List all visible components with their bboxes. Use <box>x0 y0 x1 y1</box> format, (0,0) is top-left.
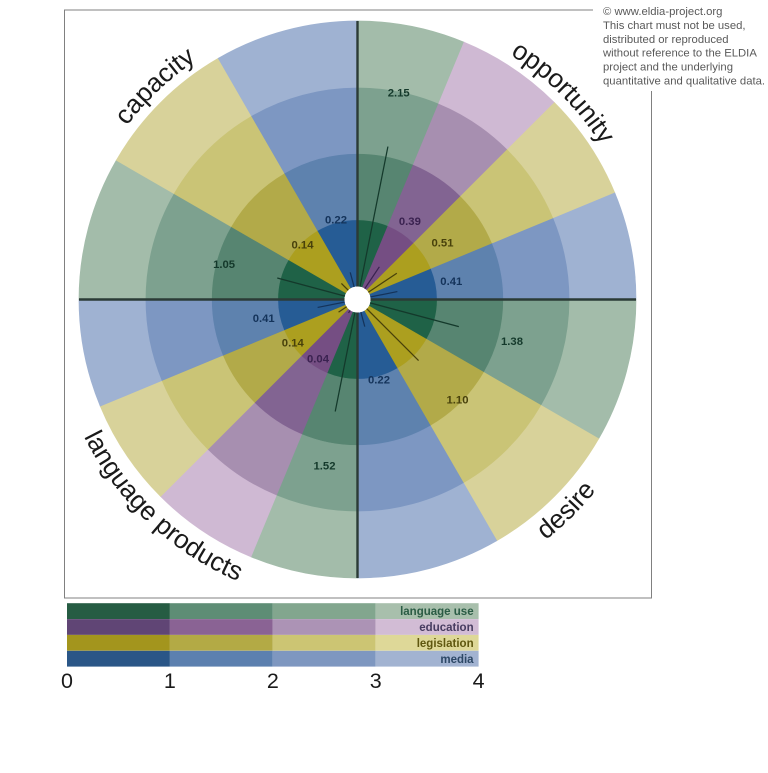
svg-text:0.51: 0.51 <box>432 238 454 250</box>
svg-text:1.52: 1.52 <box>314 460 336 472</box>
svg-text:2.15: 2.15 <box>388 88 410 100</box>
svg-text:education: education <box>419 622 473 634</box>
svg-text:0.39: 0.39 <box>399 216 421 228</box>
svg-text:media: media <box>440 654 474 666</box>
svg-text:0.22: 0.22 <box>368 375 390 387</box>
svg-text:legislation: legislation <box>417 638 474 650</box>
svg-text:2: 2 <box>267 669 279 693</box>
svg-text:4: 4 <box>473 669 485 693</box>
svg-text:© www.eldia-project.org: © www.eldia-project.org <box>603 6 722 18</box>
svg-text:0.04: 0.04 <box>307 354 330 366</box>
svg-text:0.14: 0.14 <box>282 338 305 350</box>
svg-text:This chart must not be used,: This chart must not be used, <box>603 20 746 32</box>
svg-text:1: 1 <box>164 669 176 693</box>
svg-text:0: 0 <box>61 669 73 693</box>
svg-text:distributed or reproduced: distributed or reproduced <box>603 34 729 46</box>
svg-text:3: 3 <box>370 669 382 693</box>
svg-text:0.14: 0.14 <box>292 240 315 252</box>
svg-text:1.38: 1.38 <box>501 336 523 348</box>
svg-text:1.05: 1.05 <box>213 259 235 271</box>
svg-text:0.22: 0.22 <box>325 214 347 226</box>
svg-text:quantitative and qualitative d: quantitative and qualitative data. <box>603 76 765 88</box>
svg-text:0.41: 0.41 <box>253 313 275 325</box>
svg-text:project and the underlying: project and the underlying <box>603 62 733 74</box>
svg-text:0.41: 0.41 <box>440 276 462 288</box>
svg-text:1.10: 1.10 <box>447 395 469 407</box>
svg-text:language use: language use <box>400 606 474 618</box>
svg-text:without reference to the ELDIA: without reference to the ELDIA <box>602 48 757 60</box>
